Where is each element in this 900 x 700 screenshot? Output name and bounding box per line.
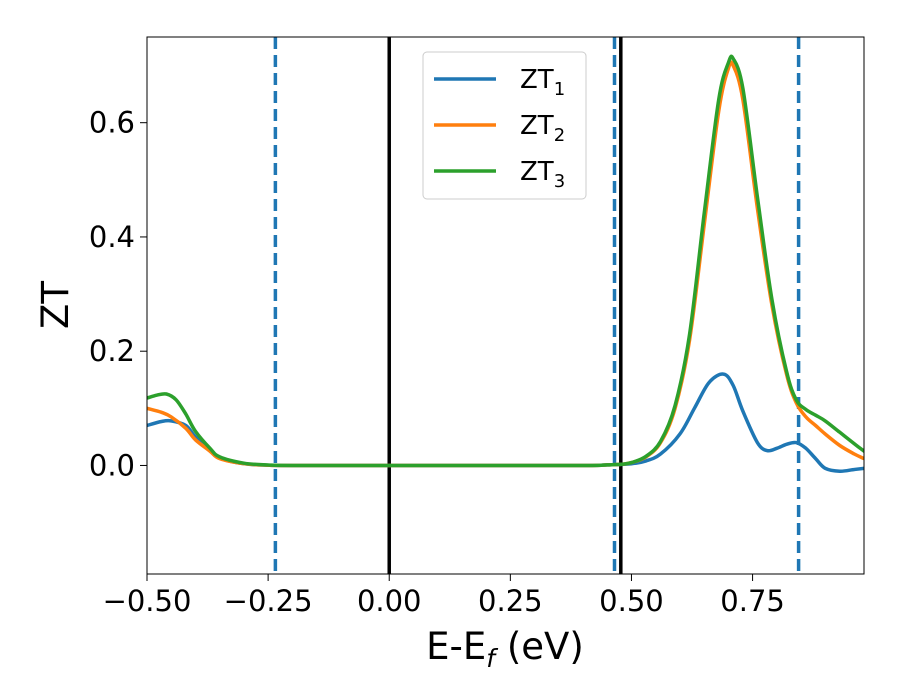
series-line-zt3: [147, 54, 864, 468]
y-tick-label: 0.0: [89, 448, 135, 482]
legend-label-zt2: ZT2: [520, 111, 565, 146]
y-tick-label: 0.4: [89, 220, 135, 254]
plot-frame: [146, 36, 865, 575]
y-tick-label: 0.6: [89, 106, 135, 140]
y-tick-label: 0.2: [89, 334, 135, 368]
reference-lines: [273, 37, 801, 574]
series-line-zt1: [147, 372, 864, 473]
x-tick-label: 0.00: [357, 584, 422, 618]
x-tick-label: 0.75: [720, 584, 785, 618]
x-tick-label: −0.50: [103, 584, 192, 618]
x-tick-label: −0.25: [224, 584, 313, 618]
x-axis: −0.50 −0.25 0.00 0.25 0.50 0.75: [103, 574, 785, 618]
legend-label-zt3: ZT3: [520, 157, 565, 192]
x-tick-label: 0.50: [599, 584, 664, 618]
x-axis-label: E-Ef (eV): [426, 625, 584, 673]
legend-label-zt1: ZT1: [520, 65, 565, 100]
y-axis-label: ZT: [34, 281, 77, 329]
y-axis: 0.0 0.2 0.4 0.6: [89, 106, 147, 482]
x-tick-label: 0.25: [478, 584, 543, 618]
legend: ZT1 ZT2 ZT3: [422, 51, 587, 200]
series-layer: [147, 54, 864, 473]
legend-frame: [422, 51, 587, 200]
